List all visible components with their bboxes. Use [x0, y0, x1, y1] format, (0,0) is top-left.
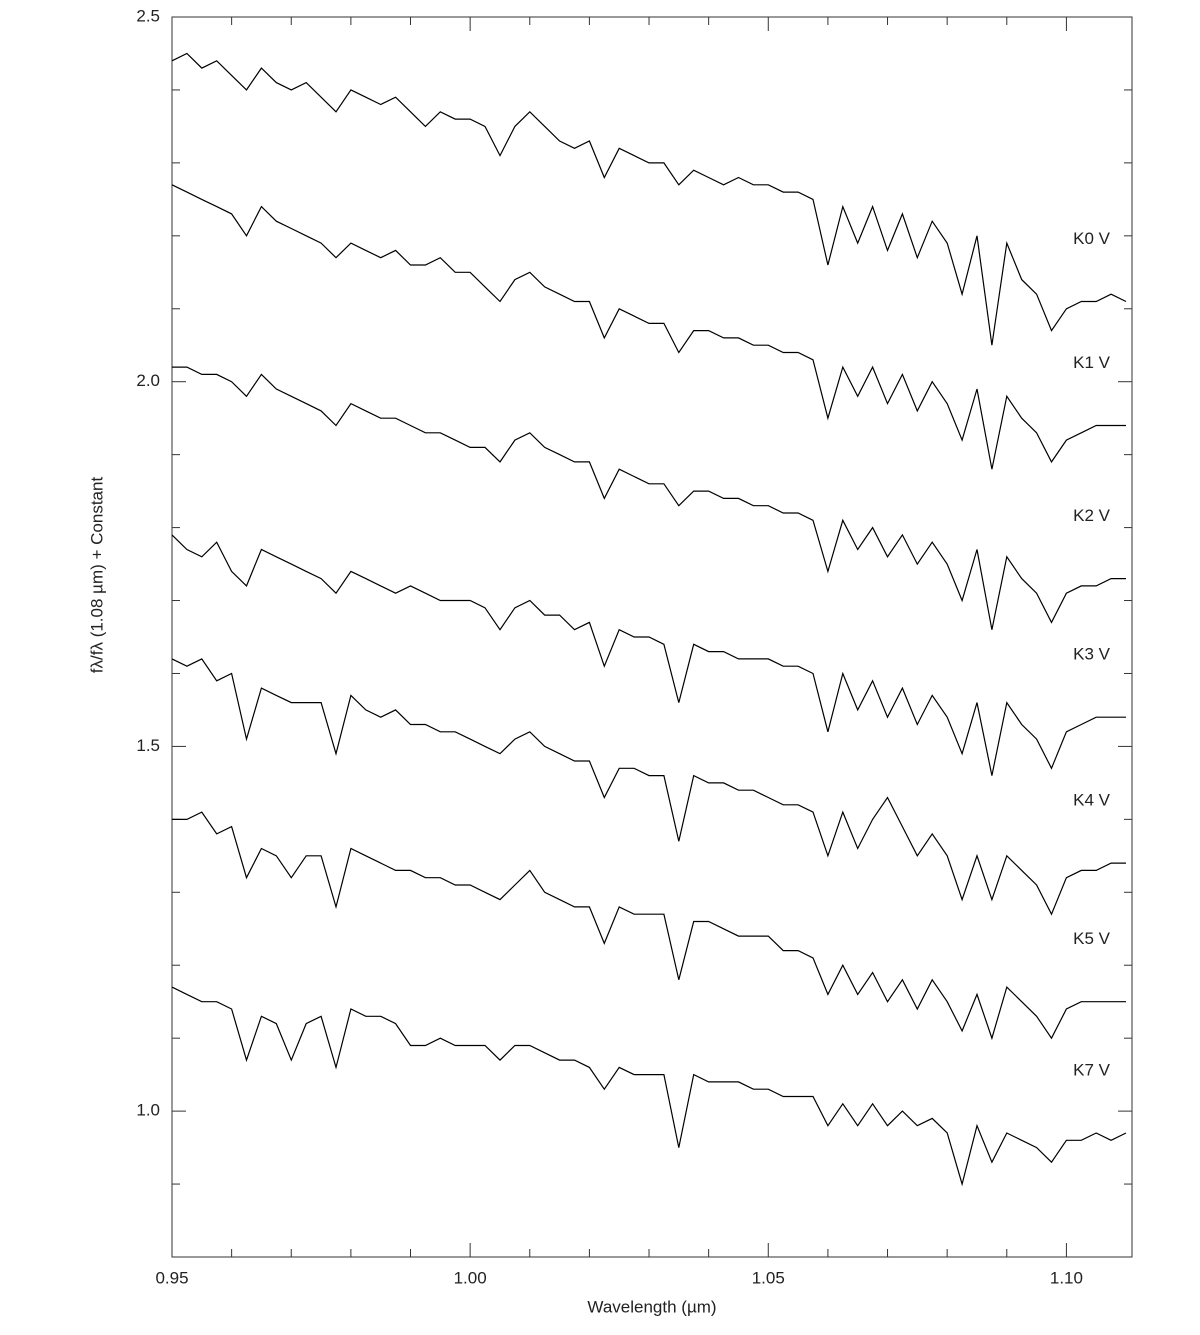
- spectrum-line: [171, 534, 1126, 776]
- series-label: K4 V: [1073, 791, 1111, 810]
- series-label: K5 V: [1073, 929, 1111, 948]
- spectrum-line: [171, 986, 1127, 1187]
- series-label: K7 V: [1073, 1060, 1111, 1079]
- y-tick-label: 2.5: [136, 6, 160, 25]
- spectrum-line: [172, 811, 1126, 1041]
- y-axis-label: fλ/fλ (1.08 µm) + Constant: [87, 477, 106, 674]
- x-tick-label: 0.95: [155, 1268, 188, 1287]
- series-label: K0 V: [1073, 229, 1111, 248]
- x-tick-label: 1.05: [752, 1268, 785, 1287]
- x-tick-label: 1.00: [454, 1268, 487, 1287]
- y-tick-label: 1.5: [136, 736, 160, 755]
- x-tick-label: 1.10: [1050, 1268, 1083, 1287]
- y-tick-label: 1.0: [136, 1101, 160, 1120]
- series-label: K1 V: [1073, 353, 1111, 372]
- series-label: K3 V: [1073, 645, 1111, 664]
- spectrum-line: [171, 52, 1127, 346]
- series-label: K2 V: [1073, 506, 1111, 525]
- plot-frame: [171, 16, 1133, 1258]
- spectrum-line: [172, 366, 1126, 630]
- y-tick-label: 2.0: [136, 371, 160, 390]
- x-axis-label: Wavelength (µm): [587, 1297, 716, 1316]
- spectrum-line: [171, 658, 1126, 916]
- spectrum-line: [171, 184, 1126, 470]
